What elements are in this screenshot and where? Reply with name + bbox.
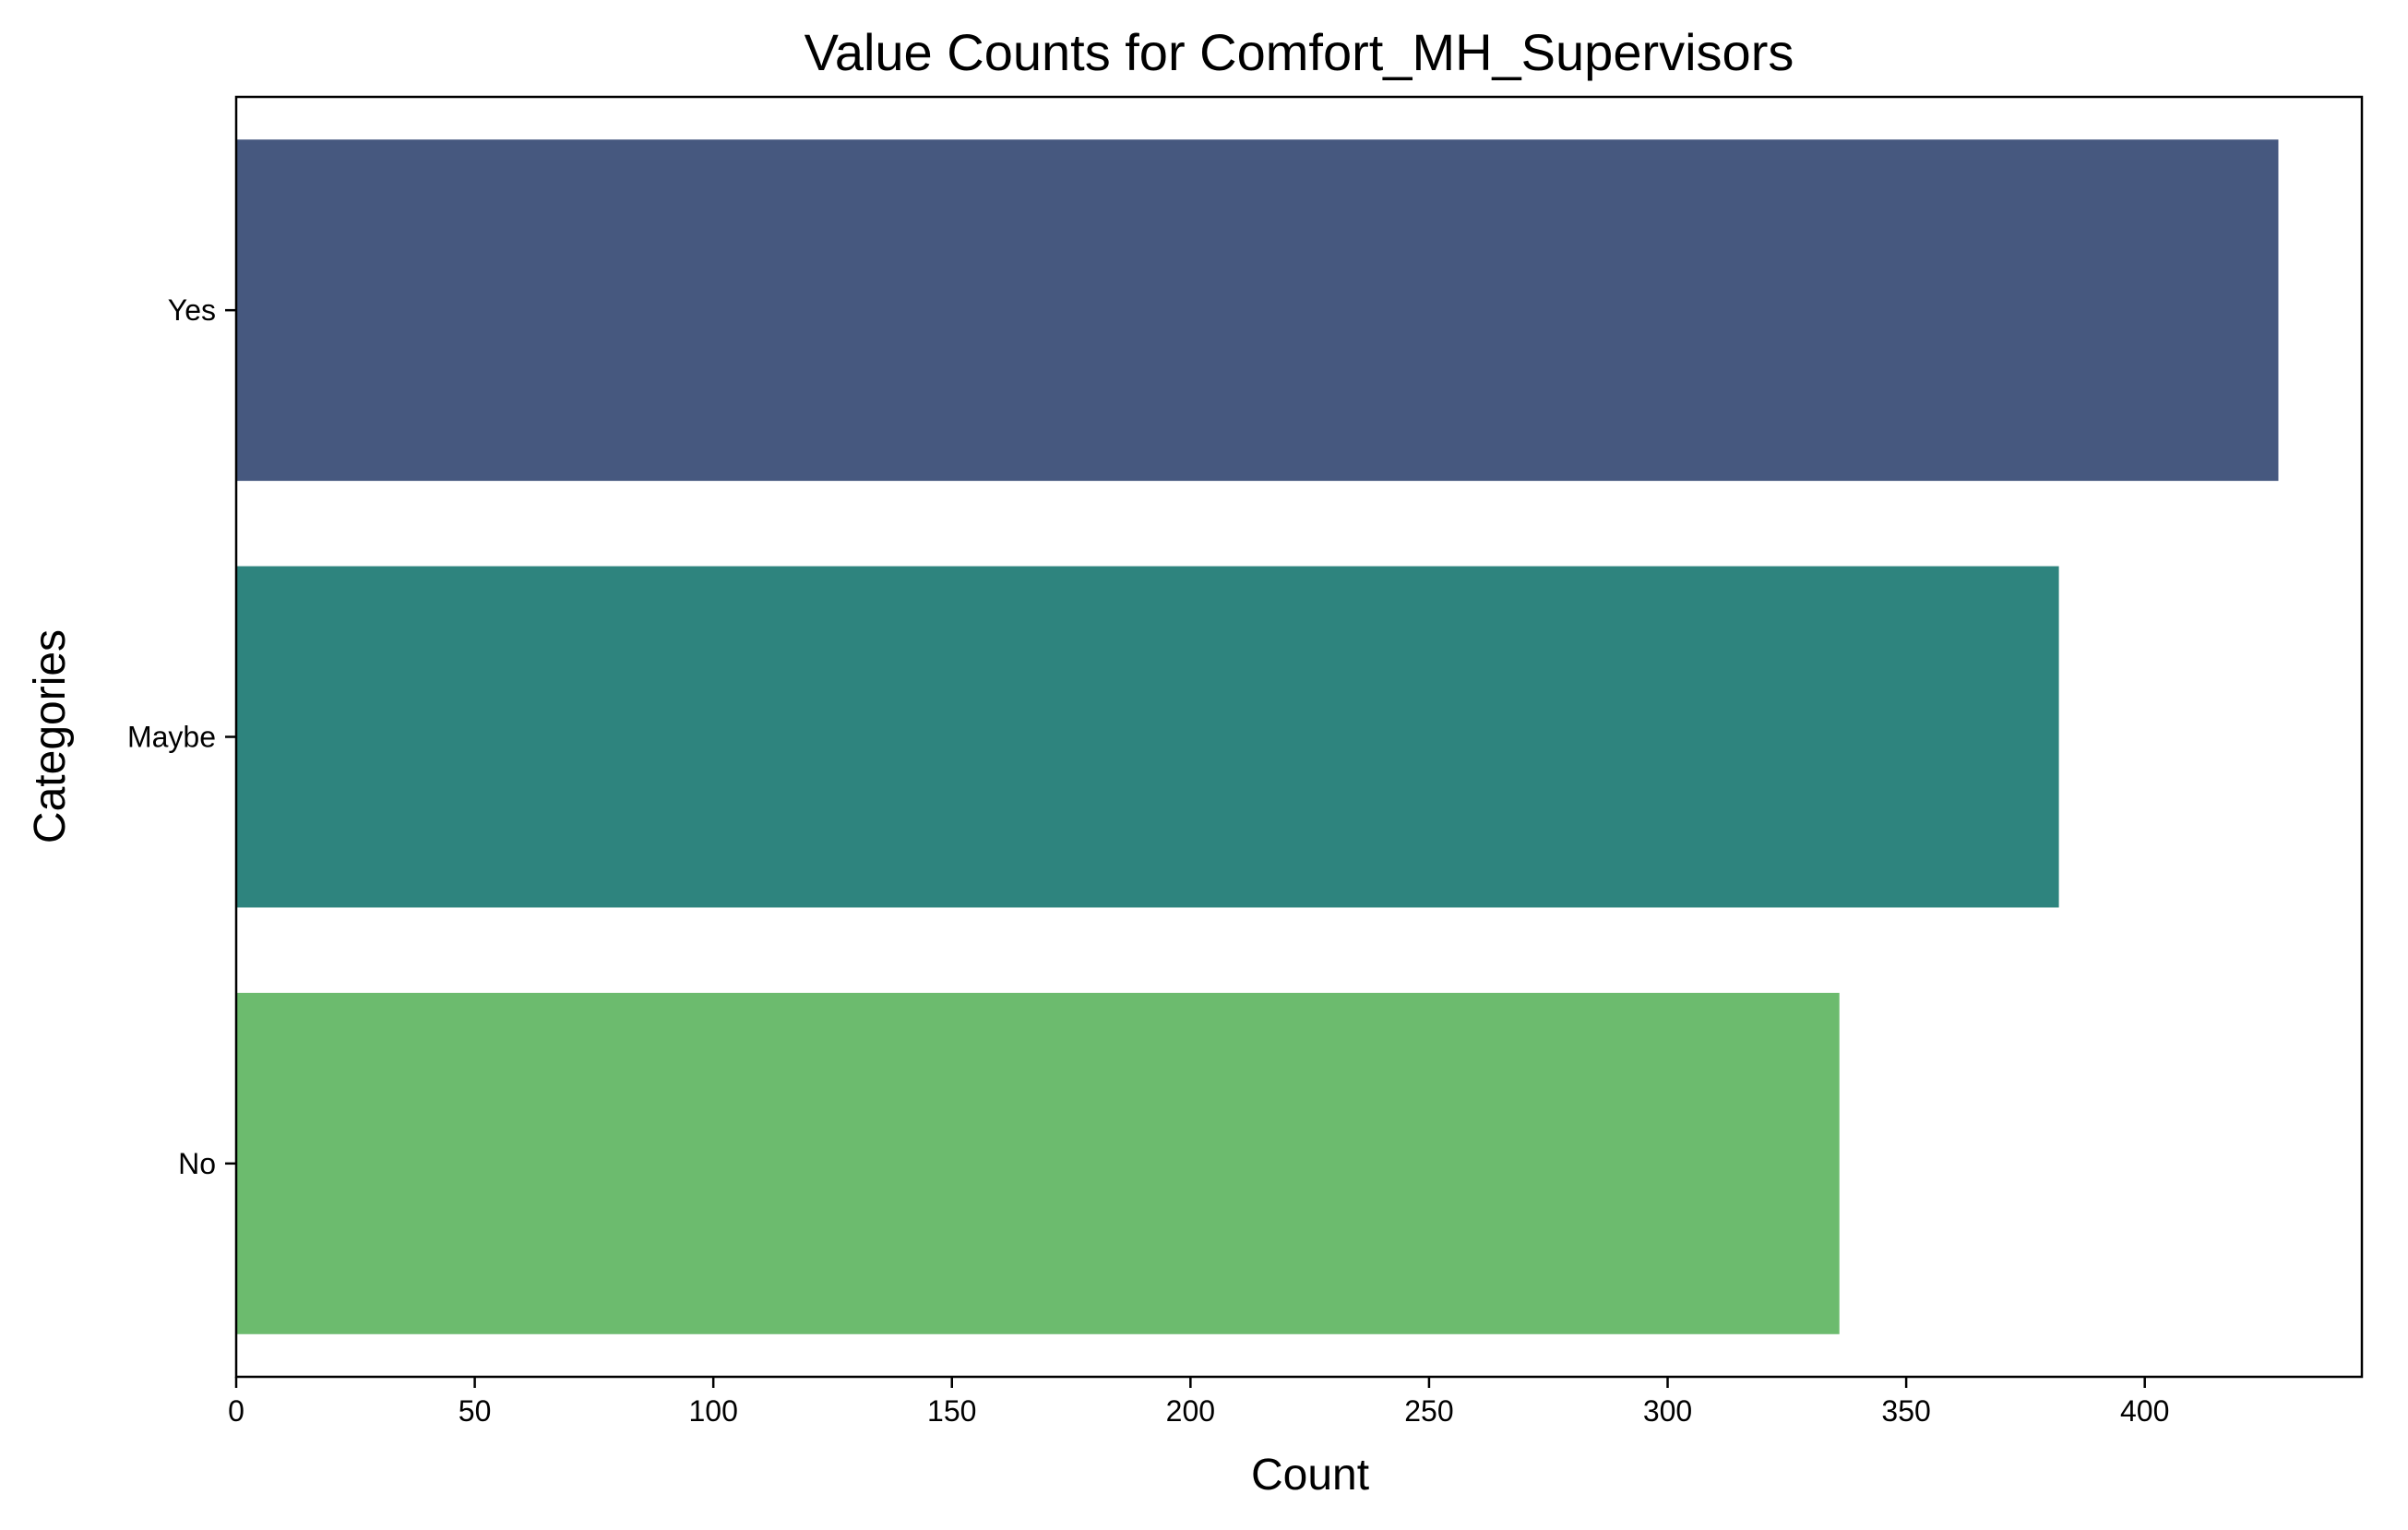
x-tick-label-250: 250 — [1404, 1394, 1453, 1428]
plot-frame — [234, 95, 2364, 1379]
bar-yes — [236, 139, 2279, 482]
chart-title: Value Counts for Comfort_MH_Supervisors — [805, 23, 1794, 81]
ticks-layer: Yes Maybe No 0 50 100 150 200 250 300 350 400 — [127, 293, 2169, 1428]
y-tick-label-maybe: Maybe — [127, 721, 216, 754]
x-tick-label-100: 100 — [688, 1394, 737, 1428]
y-axis-label: Categories — [26, 629, 75, 843]
x-tick-label-50: 50 — [459, 1394, 492, 1428]
x-axis-label: Count — [1251, 1451, 1369, 1500]
x-tick-label-350: 350 — [1881, 1394, 1930, 1428]
y-tick-label-yes: Yes — [168, 293, 216, 327]
bar-maybe — [236, 566, 2059, 908]
y-tick-label-no: No — [178, 1147, 216, 1180]
x-tick-label-400: 400 — [2120, 1394, 2169, 1428]
x-tick-label-0: 0 — [228, 1394, 244, 1428]
bar-no — [236, 992, 1840, 1334]
x-tick-label-150: 150 — [927, 1394, 976, 1428]
bars-layer — [236, 139, 2279, 1334]
x-tick-label-300: 300 — [1643, 1394, 1692, 1428]
x-tick-label-200: 200 — [1166, 1394, 1215, 1428]
